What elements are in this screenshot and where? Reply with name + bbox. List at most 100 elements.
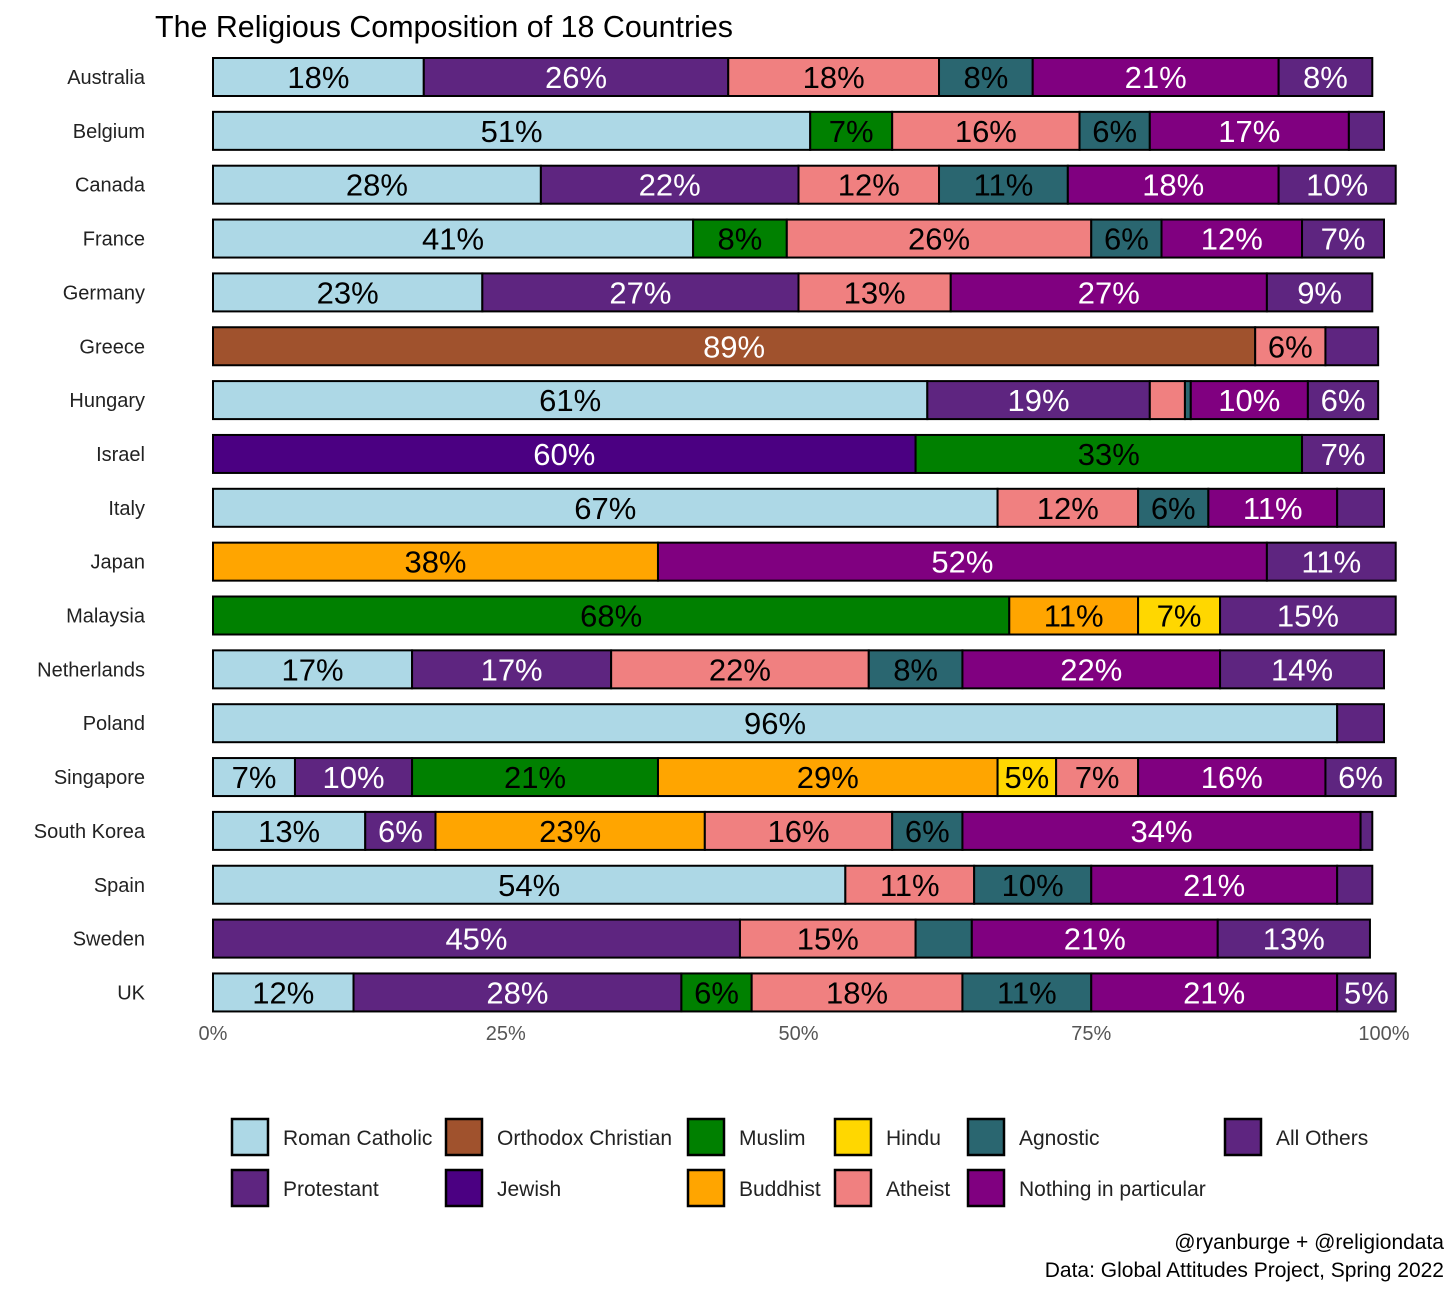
data-label: 8%	[718, 222, 763, 257]
bar-segment-buddhist	[434, 810, 706, 851]
bar-segment-atheist	[738, 918, 917, 959]
country-label: Poland	[83, 713, 145, 735]
bar-row-spain: Spain 54% 11% 10% 21%	[94, 864, 1374, 905]
country-label: Israel	[96, 444, 145, 466]
data-label: 15%	[797, 922, 859, 957]
legend-item-hindu: Hindu	[833, 1117, 941, 1157]
legend-item-nothing-in-particular: Nothing in particular	[966, 1168, 1206, 1208]
data-label: 8%	[963, 60, 1008, 95]
data-label: 6%	[1092, 114, 1137, 149]
bar-segment-all-others	[1277, 164, 1397, 205]
bar-segment-muslim	[914, 433, 1304, 474]
bar-segment-all-others	[1219, 595, 1397, 636]
data-label: 7%	[232, 760, 277, 795]
bar-segment-nothing-in-particular	[1090, 972, 1339, 1013]
data-label: 17%	[282, 652, 344, 687]
bar-row-malaysia: Malaysia 68% 11% 7% 15%	[66, 595, 1397, 636]
data-label: 6%	[1338, 760, 1383, 795]
data-label: 52%	[931, 545, 993, 580]
country-label: UK	[117, 982, 145, 1004]
country-label: Netherlands	[37, 659, 145, 681]
country-label: Australia	[67, 67, 146, 89]
bar-segment-all-others	[1324, 757, 1397, 798]
bar-segment-nothing-in-particular	[1207, 487, 1339, 528]
bar-segment-nothing-in-particular	[1160, 218, 1304, 259]
bar-segment-all-others	[1301, 433, 1386, 474]
caption-source: Data: Global Attitudes Project, Spring 2…	[1045, 1259, 1444, 1282]
data-label: 6%	[694, 975, 739, 1010]
bar-segment-muslim	[692, 218, 788, 259]
data-label: 45%	[445, 922, 507, 957]
data-label: 13%	[258, 814, 320, 849]
data-label: 23%	[317, 275, 379, 310]
bar-segment-orthodox-christian	[212, 326, 1257, 367]
bar-segment-nothing-in-particular	[656, 541, 1268, 582]
data-label: 11%	[1044, 599, 1104, 634]
data-label: 6%	[1151, 491, 1196, 526]
bar-segment-roman-catholic	[212, 703, 1339, 744]
data-label: 12%	[838, 168, 900, 203]
legend-item-jewish: Jewish	[444, 1168, 561, 1208]
data-label: 27%	[609, 275, 671, 310]
legend-swatch	[444, 1117, 484, 1157]
bar-segment-atheist	[785, 218, 1093, 259]
bar-segment-atheist	[891, 110, 1081, 151]
data-label: 89%	[703, 329, 765, 364]
data-label: 27%	[1078, 275, 1140, 310]
data-label: 96%	[744, 706, 806, 741]
data-label: 10%	[322, 760, 384, 795]
bar-row-australia: Australia 18% 26% 18% 8% 21% 8%	[67, 57, 1374, 97]
data-label: 6%	[1268, 329, 1313, 364]
bar-segment-nothing-in-particular	[1066, 164, 1280, 205]
data-label: 11%	[880, 868, 940, 903]
bar-segment-atheist	[1148, 380, 1186, 421]
data-label: 21%	[504, 760, 566, 795]
data-label: 5%	[1344, 975, 1389, 1010]
country-label: Sweden	[73, 929, 145, 951]
bar-segment-nothing-in-particular	[949, 272, 1268, 313]
bar-segment-atheist	[703, 810, 894, 851]
data-label: 13%	[1263, 922, 1325, 957]
bar-segment-all-others	[1219, 649, 1386, 690]
legend-label: Hindu	[886, 1127, 941, 1150]
chart-title: The Religious Composition of 18 Countrie…	[155, 9, 733, 44]
legend-label: Protestant	[283, 1178, 379, 1201]
bar-segment-agnostic	[1078, 110, 1151, 151]
data-label: 17%	[481, 652, 543, 687]
bar-row-germany: Germany 23% 27% 13% 27% 9%	[63, 272, 1374, 313]
bar-segment-atheist	[797, 164, 941, 205]
country-label: Japan	[91, 552, 146, 574]
data-label: 28%	[486, 975, 548, 1010]
data-label: 14%	[1271, 652, 1333, 687]
bar-row-hungary: Hungary 61% 19% 10% 6%	[69, 380, 1380, 421]
legend-swatch	[833, 1117, 873, 1157]
country-label: South Korea	[34, 821, 146, 843]
caption-credit: @ryanburge + @religiondata	[1174, 1231, 1444, 1254]
bar-segment-atheist	[727, 57, 941, 97]
data-label: 26%	[908, 222, 970, 257]
bar-segment-roman-catholic	[212, 57, 425, 97]
bar-segment-muslim	[809, 110, 894, 151]
legend-swatch	[686, 1168, 726, 1208]
data-label: 26%	[545, 60, 607, 95]
data-label: 8%	[1303, 60, 1348, 95]
legend-swatch	[966, 1117, 1006, 1157]
bar-row-netherlands: Netherlands 17% 17% 22% 8% 22% 14%	[37, 649, 1386, 690]
data-label: 7%	[1321, 222, 1366, 257]
data-label: 54%	[498, 868, 560, 903]
country-label: Greece	[79, 336, 145, 358]
bar-segment-nothing-in-particular	[961, 649, 1222, 690]
bar-segment-all-others	[1336, 703, 1386, 744]
bar-row-sweden: Sweden 45% 15% 21% 13%	[73, 918, 1371, 959]
legend-swatch	[966, 1168, 1006, 1208]
data-label: 38%	[404, 545, 466, 580]
country-label: Singapore	[54, 767, 145, 789]
bar-row-uk: UK 12% 28% 6% 18% 11% 21% 5%	[117, 972, 1397, 1013]
bar-segment-atheist	[750, 972, 964, 1013]
data-label: 29%	[797, 760, 859, 795]
bar-segment-all-others	[1336, 972, 1397, 1013]
data-label: 16%	[955, 114, 1017, 149]
country-label: Hungary	[69, 390, 145, 412]
bar-segment-all-others	[1324, 326, 1380, 367]
data-label: 33%	[1078, 437, 1140, 472]
